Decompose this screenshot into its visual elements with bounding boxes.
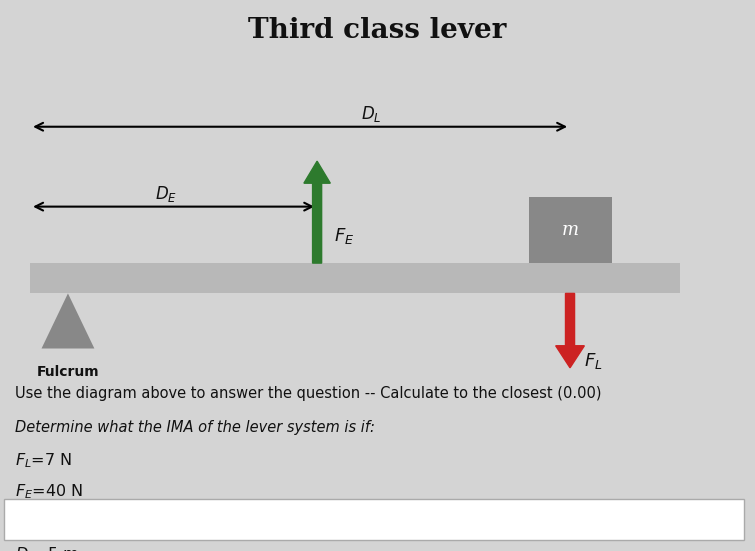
Polygon shape xyxy=(42,294,94,349)
Text: $D_L$: $D_L$ xyxy=(361,104,381,124)
Text: Type your answer...: Type your answer... xyxy=(30,512,164,527)
Text: $F_L$: $F_L$ xyxy=(584,352,602,371)
FancyArrow shape xyxy=(304,161,331,263)
Text: Use the diagram above to answer the question -- Calculate to the closest (0.00): Use the diagram above to answer the ques… xyxy=(15,386,602,401)
FancyBboxPatch shape xyxy=(4,499,744,540)
Bar xyxy=(528,197,612,263)
Text: $D_E$=3 m: $D_E$=3 m xyxy=(15,514,80,533)
Text: $D_L$=5 m: $D_L$=5 m xyxy=(15,545,79,551)
Text: Fulcrum: Fulcrum xyxy=(37,365,99,379)
Text: $D_E$: $D_E$ xyxy=(155,184,177,204)
Text: $F_E$: $F_E$ xyxy=(334,225,354,246)
Text: m: m xyxy=(562,221,578,239)
Text: Determine what the IMA of the lever system is if:: Determine what the IMA of the lever syst… xyxy=(15,420,375,435)
Text: $F_E$=40 N: $F_E$=40 N xyxy=(15,483,83,501)
Bar xyxy=(30,263,680,294)
Text: Third class lever: Third class lever xyxy=(248,17,507,44)
Text: $F_L$=7 N: $F_L$=7 N xyxy=(15,451,72,470)
FancyArrow shape xyxy=(556,294,584,368)
